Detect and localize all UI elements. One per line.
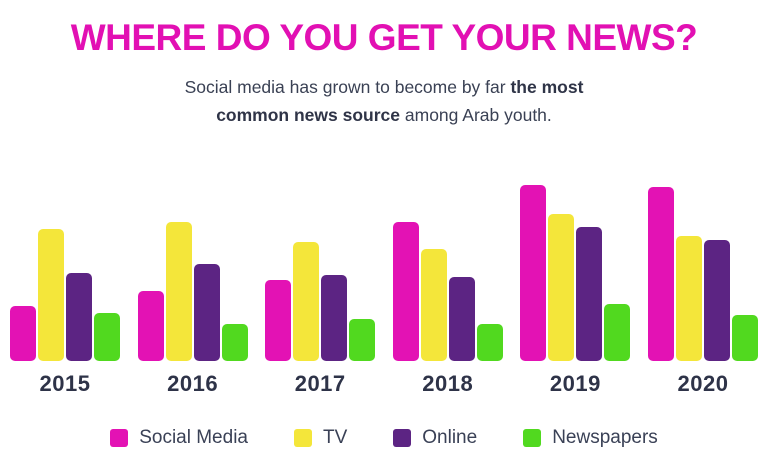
bar-group-2017: 2017	[265, 181, 376, 397]
bar-tv-2020	[675, 236, 702, 361]
subtitle-text: among Arab youth.	[400, 105, 552, 125]
bar-group-2018: 2018	[392, 181, 503, 397]
legend-label-tv: TV	[322, 427, 348, 448]
bar-online-2019	[576, 227, 603, 361]
legend-item-newspapers: Newspapers	[523, 427, 658, 449]
legend: Social Media TV Online Newspapers	[0, 427, 768, 449]
x-axis-label-2020: 2020	[677, 371, 729, 396]
bar-tv-2018	[420, 249, 447, 361]
chart-subtitle: Social media has grown to become by far …	[144, 73, 624, 129]
bar-tv-2017	[293, 242, 320, 361]
bar-social-media-2017	[265, 280, 292, 361]
bar-social-media-2018	[392, 222, 419, 361]
bar-groups: 2015 2016 2017 2018 2019 2020	[0, 181, 768, 397]
bar-tv-2016	[165, 222, 192, 361]
bar-newspapers-2016	[221, 324, 248, 361]
bar-online-2018	[448, 277, 475, 361]
subtitle-text: Social media has grown to become by far	[184, 77, 511, 97]
bar-social-media-2020	[647, 187, 674, 361]
bar-social-media-2019	[520, 185, 547, 361]
page-title: WHERE DO YOU GET YOUR NEWS?	[70, 17, 698, 58]
bar-group-2019: 2019	[520, 181, 631, 397]
bars-row-2017	[265, 181, 376, 361]
bar-newspapers-2017	[349, 319, 376, 361]
subtitle-text: common news source	[216, 105, 401, 125]
bar-newspapers-2019	[604, 304, 631, 361]
bars-row-2019	[520, 181, 631, 361]
legend-item-tv: TV	[293, 427, 348, 449]
legend-item-social-media: Social Media	[110, 427, 248, 449]
legend-swatch-newspapers	[523, 429, 542, 447]
bar-chart: 2015 2016 2017 2018 2019 2020	[0, 181, 768, 397]
bar-newspapers-2018	[476, 324, 503, 361]
legend-swatch-online	[393, 429, 412, 447]
x-axis-label-2017: 2017	[294, 371, 346, 396]
bar-tv-2015	[38, 229, 64, 361]
bar-online-2020	[703, 240, 730, 361]
bars-row-2020	[647, 181, 758, 361]
bars-row-2018	[392, 181, 503, 361]
legend-swatch-tv	[293, 429, 312, 447]
legend-label-online: Online	[422, 427, 478, 448]
bar-tv-2019	[548, 214, 575, 361]
bar-online-2016	[193, 264, 220, 361]
legend-label-newspapers: Newspapers	[552, 427, 658, 448]
legend-swatch-social-media	[110, 429, 129, 447]
subtitle-text: the most	[510, 77, 584, 97]
legend-item-online: Online	[393, 427, 477, 449]
bar-online-2015	[66, 273, 92, 361]
bar-group-2016: 2016	[137, 181, 248, 397]
bar-online-2017	[321, 275, 348, 361]
x-axis-label-2019: 2019	[549, 371, 601, 396]
bar-newspapers-2020	[731, 315, 758, 361]
bar-social-media-2016	[137, 291, 164, 361]
bars-row-2015	[10, 181, 120, 361]
bar-social-media-2015	[10, 306, 36, 361]
bar-group-2020: 2020	[647, 181, 758, 397]
subtitle-line: Social media has grown to become by far …	[144, 73, 624, 101]
bar-newspapers-2015	[94, 313, 120, 361]
x-axis-label-2018: 2018	[422, 371, 474, 396]
subtitle-line: common news source among Arab youth.	[144, 101, 624, 129]
bar-group-2015: 2015	[10, 181, 120, 397]
legend-label-social-media: Social Media	[139, 427, 248, 448]
x-axis-label-2016: 2016	[167, 371, 219, 396]
bars-row-2016	[137, 181, 248, 361]
x-axis-label-2015: 2015	[39, 371, 91, 396]
